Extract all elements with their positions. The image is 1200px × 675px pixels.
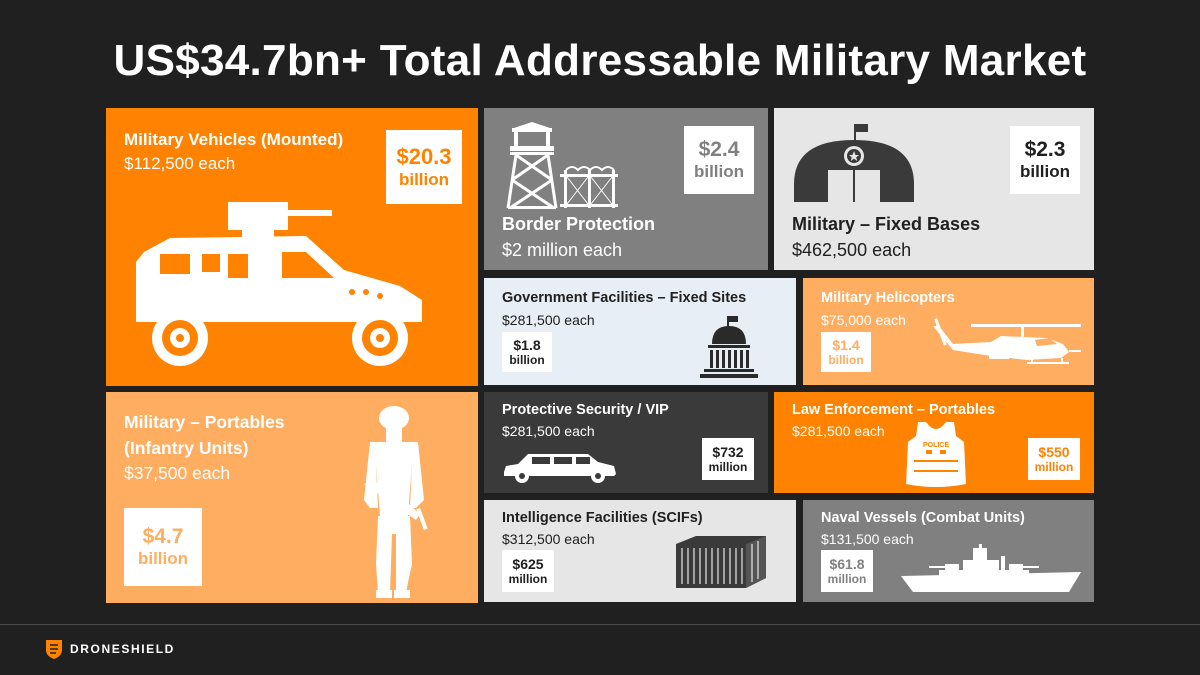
market-unit: million [708, 460, 748, 474]
footer-logo: DRONESHIELD [44, 638, 175, 660]
tile-price: $112,500 each [124, 154, 236, 173]
market-value-box: $1.8 billion [502, 332, 552, 372]
market-value: $61.8 [829, 556, 865, 572]
tile-protective-security: Protective Security / VIP $281,500 each … [484, 392, 768, 493]
tile-name: Military Vehicles (Mounted) [124, 130, 344, 149]
watchtower-fence-icon [506, 122, 618, 210]
market-value: $550 [1038, 444, 1070, 460]
tile-name-line2: (Infantry Units) [124, 438, 249, 458]
market-value-box: $4.7 billion [124, 508, 202, 586]
brand-name: DRONESHIELD [70, 642, 175, 656]
tile-price: $281,500 each [502, 423, 595, 439]
market-value: $1.4 [832, 337, 860, 353]
police-vest-icon: POLICE [906, 422, 966, 487]
market-unit: billion [1019, 162, 1071, 181]
market-unit: billion [509, 353, 545, 367]
market-value-box: $550 million [1028, 438, 1080, 480]
page-title: US$34.7bn+ Total Addressable Military Ma… [113, 36, 1087, 85]
soldier-icon [364, 406, 428, 598]
market-value: $1.8 [513, 337, 541, 353]
tile-price: $312,500 each [502, 531, 595, 547]
shipping-container-icon [676, 536, 766, 588]
market-unit: billion [693, 162, 745, 181]
market-value-box: $1.4 billion [821, 332, 871, 372]
droneshield-logo-icon [46, 640, 62, 659]
tile-law-enforcement: Law Enforcement – Portables $281,500 eac… [774, 392, 1094, 493]
limousine-icon [504, 454, 616, 483]
footer-divider [0, 624, 1200, 625]
market-unit: billion [398, 170, 450, 189]
tile-border-protection: $2.4 billion Border Protection $2 millio… [484, 108, 768, 270]
tile-naval-vessels: Naval Vessels (Combat Units) $131,500 ea… [803, 500, 1094, 602]
market-value-box: $61.8 million [821, 550, 873, 592]
tile-name: Naval Vessels (Combat Units) [821, 510, 1025, 526]
tile-price: $2 million each [502, 240, 623, 260]
tile-name: Law Enforcement – Portables [792, 402, 996, 418]
market-value: $625 [512, 556, 544, 572]
hangar-icon [794, 124, 914, 202]
market-value-box: $732 million [702, 438, 754, 480]
tile-price: $462,500 each [792, 240, 912, 260]
tile-military-vehicles: Military Vehicles (Mounted) $112,500 eac… [106, 108, 478, 386]
tile-military-portables: Military – Portables (Infantry Units) $3… [106, 392, 478, 603]
armored-vehicle-icon [136, 202, 422, 366]
tile-name: Government Facilities – Fixed Sites [502, 290, 747, 306]
tile-name: Military Helicopters [821, 290, 955, 306]
market-unit: million [1034, 460, 1074, 474]
market-value: $2.4 [698, 138, 740, 161]
tile-price: $37,500 each [124, 463, 231, 483]
tile-name: Border Protection [502, 214, 656, 234]
market-value-box: $625 million [502, 550, 554, 592]
capitol-icon [700, 316, 758, 378]
tile-intelligence-facilities: Intelligence Facilities (SCIFs) $312,500… [484, 500, 796, 602]
market-unit: billion [137, 549, 189, 568]
market-unit: million [508, 572, 548, 586]
tile-price: $131,500 each [821, 531, 914, 547]
market-value: $20.3 [396, 144, 452, 169]
vest-label: POLICE [923, 442, 949, 449]
tile-name: Military – Fixed Bases [792, 214, 981, 234]
tile-military-helicopters: Military Helicopters $75,000 each $1.4 b… [803, 278, 1094, 385]
tile-fixed-bases: $2.3 billion Military – Fixed Bases $462… [774, 108, 1094, 270]
tile-name: Military – Portables [124, 412, 285, 432]
tile-name: Protective Security / VIP [502, 402, 669, 418]
market-unit: million [827, 572, 867, 586]
market-value-box: $2.4 billion [684, 126, 754, 194]
market-value: $4.7 [142, 525, 184, 548]
tile-government-facilities: Government Facilities – Fixed Sites $281… [484, 278, 796, 385]
tile-name: Intelligence Facilities (SCIFs) [502, 510, 703, 526]
market-value-box: $2.3 billion [1010, 126, 1080, 194]
helicopter-icon [933, 318, 1081, 364]
market-value: $2.3 [1024, 138, 1066, 161]
market-value: $732 [712, 444, 744, 460]
tile-price: $281,500 each [502, 312, 595, 328]
market-value-box: $20.3 billion [386, 130, 462, 204]
tile-price: $281,500 each [792, 423, 885, 439]
battleship-icon [901, 544, 1081, 592]
tile-price: $75,000 each [821, 312, 906, 328]
market-unit: billion [828, 353, 864, 367]
